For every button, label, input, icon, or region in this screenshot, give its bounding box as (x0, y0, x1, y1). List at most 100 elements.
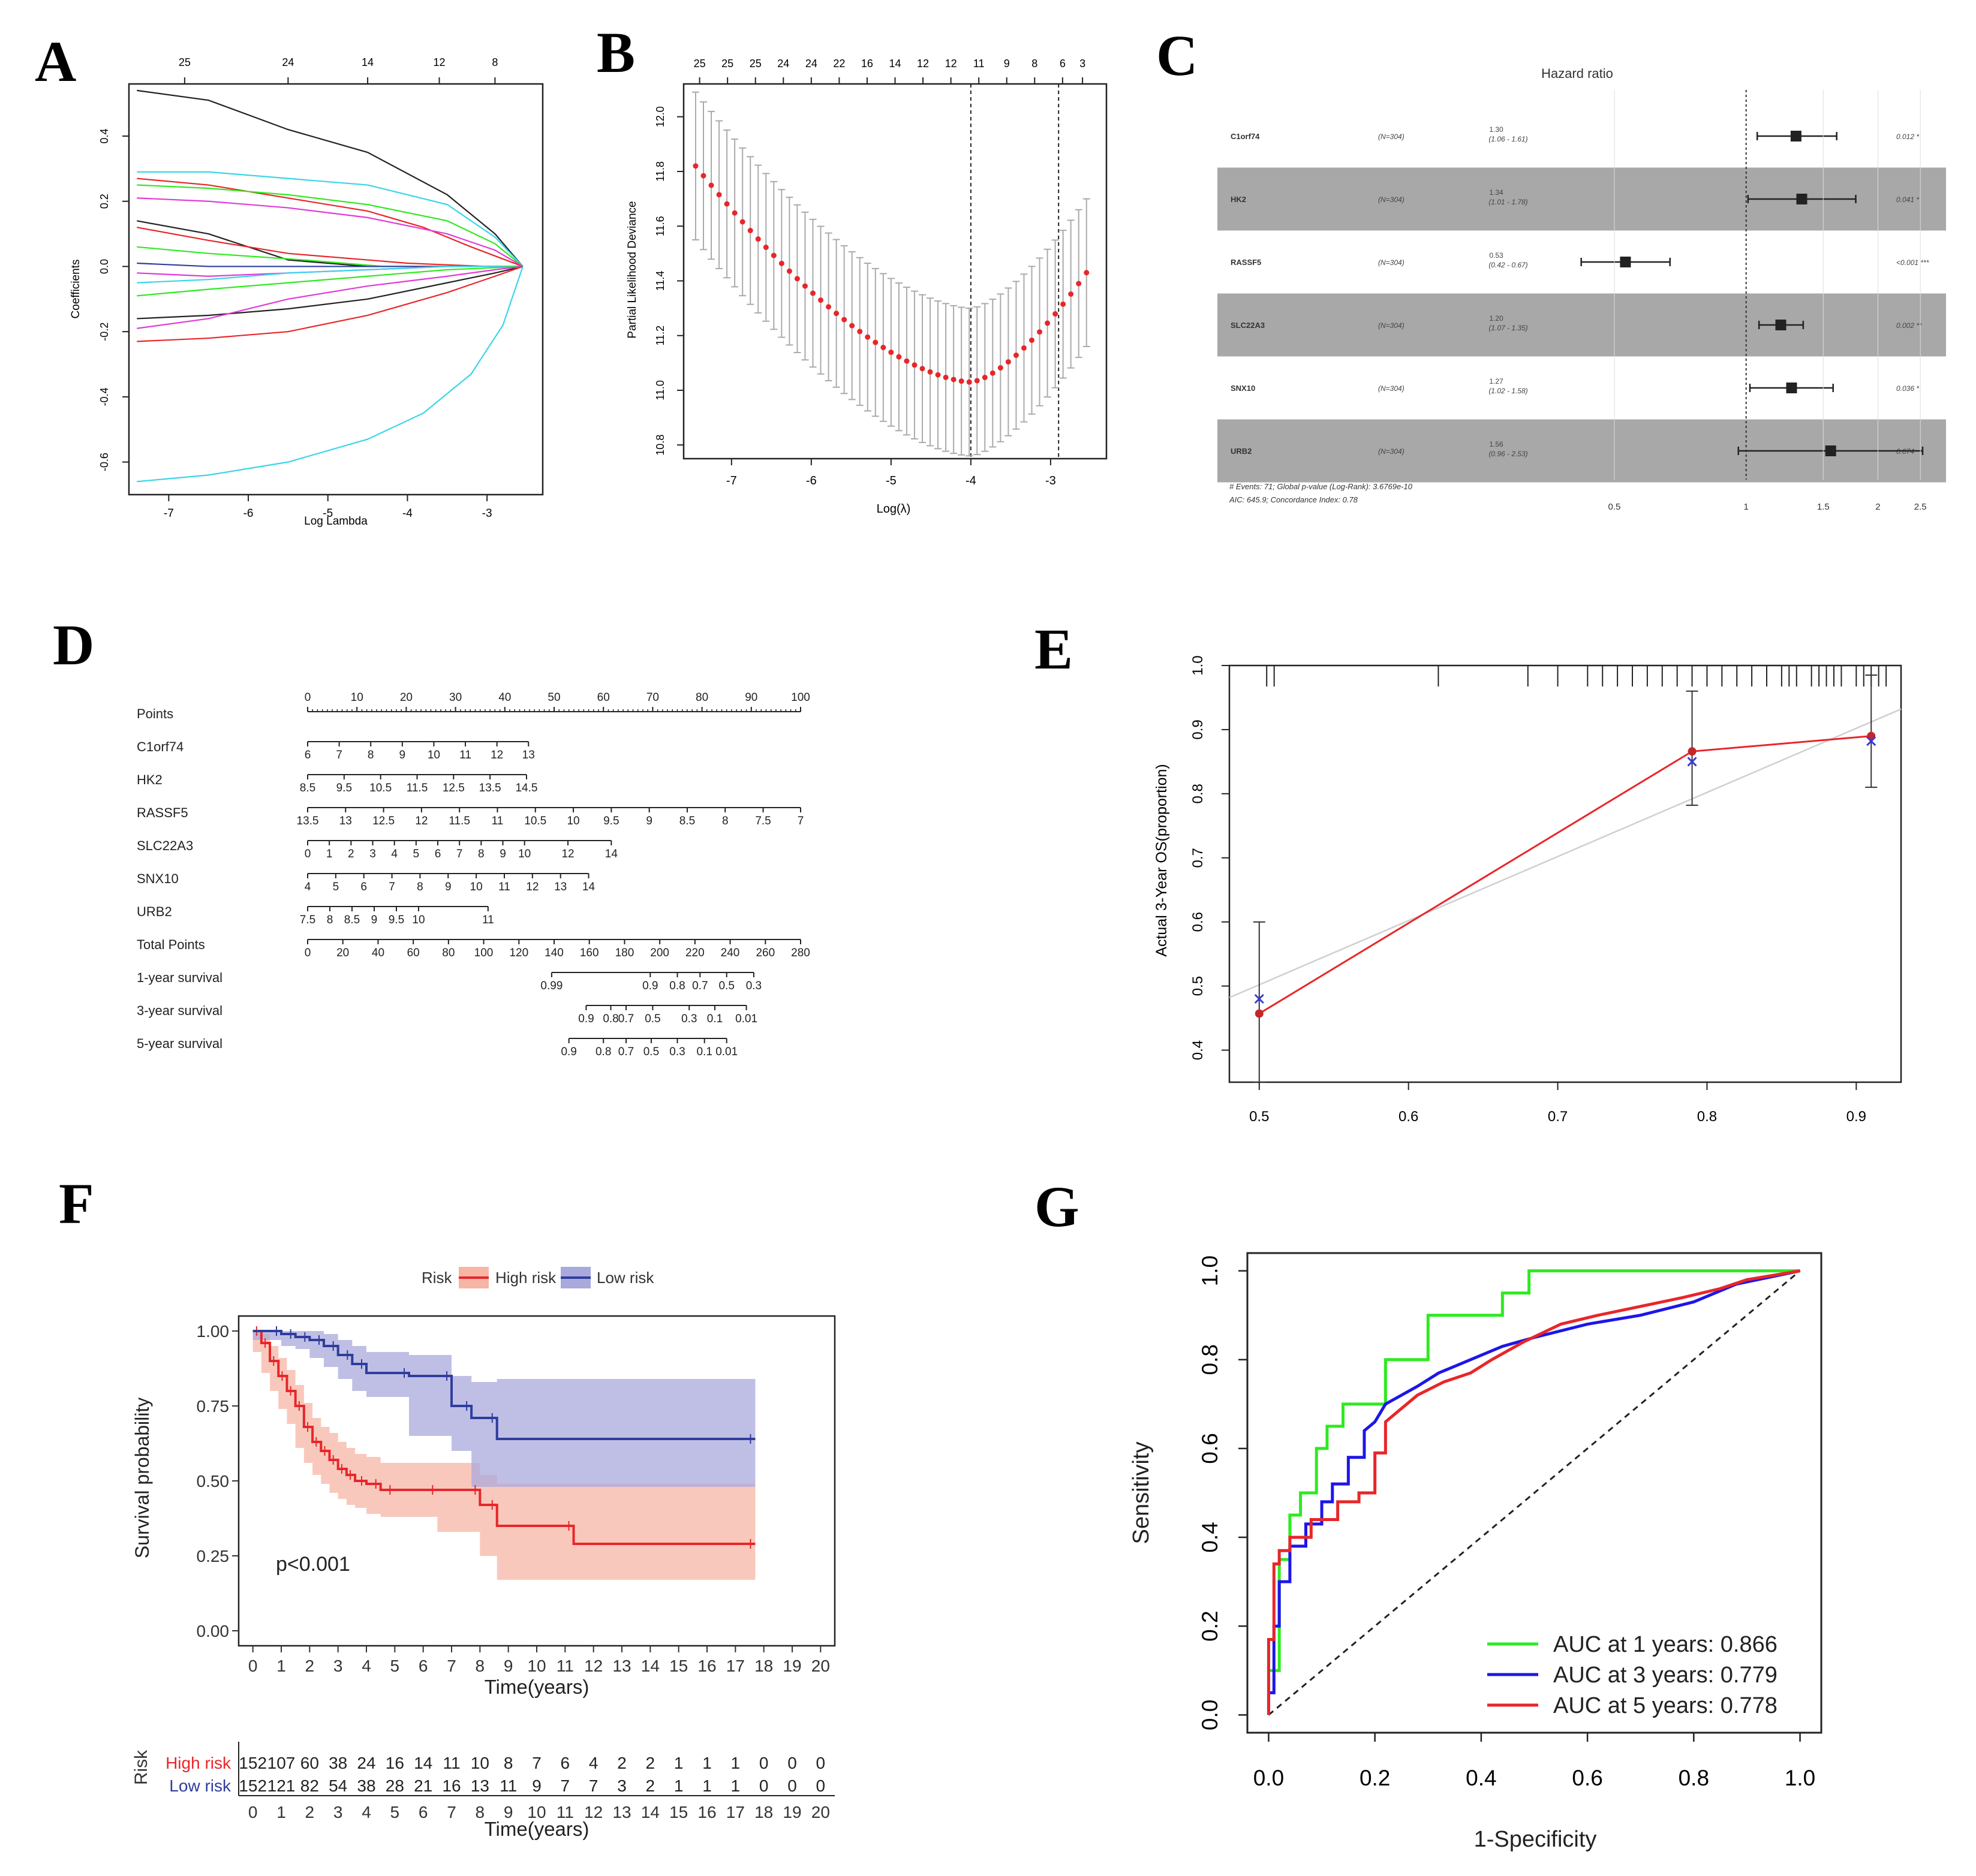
panel-d-row-label: SLC22A3 (137, 838, 193, 853)
panel-a-ytick-label: -0.2 (98, 323, 110, 341)
panel-d-tick-label: 0.8 (595, 1046, 611, 1058)
panel-d-tick-label: 13 (554, 881, 567, 893)
panel-b-top-tick-label: 8 (1031, 58, 1037, 70)
panel-d-tick-label: 5 (413, 848, 420, 860)
panel-f-xtick-label: 6 (419, 1657, 428, 1675)
panel-b-deviance-point (716, 192, 722, 198)
panel-f-risk-count: 82 (300, 1776, 319, 1795)
panel-c-gene-label: RASSF5 (1231, 258, 1261, 267)
panel-b-deviance-point (982, 375, 988, 381)
panel-f-risk-count: 107 (267, 1754, 296, 1772)
panel-d-tick-label: 80 (696, 691, 708, 704)
panel-c-hr-point (1790, 131, 1801, 141)
panel-d-tick-label: 9 (646, 815, 652, 827)
panel-f-risk-xtick-label: 7 (447, 1803, 456, 1821)
panel-f-risk-count: 2 (646, 1776, 655, 1795)
panel-b-deviance-point (724, 201, 730, 207)
panel-f-risk-xtick-label: 13 (612, 1803, 631, 1821)
panel-b-ytick-label: 12.0 (654, 106, 666, 127)
panel-b-deviance-point (708, 182, 714, 188)
panel-d-tick-label: 10 (518, 848, 531, 860)
panel-b-deviance-point (966, 379, 972, 385)
panel-b-deviance-point (1045, 320, 1051, 326)
panel-d-tick-label: 11 (492, 815, 504, 827)
panel-d-tick-label: 0.99 (540, 980, 563, 992)
panel-f-risk-xtick-label: 18 (754, 1803, 773, 1821)
panel-b-top-tick-label: 25 (750, 58, 762, 70)
panel-b-top-tick-label: 16 (861, 58, 873, 70)
panel-letter-a: A (35, 29, 76, 94)
panel-b-deviance-point (888, 350, 894, 356)
panel-f-xtick-label: 10 (527, 1657, 546, 1675)
panel-g-xtick-label: 0.4 (1466, 1766, 1496, 1790)
panel-f-risk-count: 38 (329, 1754, 347, 1772)
panel-c-p-value: 0.002 ** (1896, 321, 1922, 330)
panel-d-tick-label: 140 (545, 947, 564, 959)
panel-b-deviance-point (1084, 270, 1090, 276)
panel-a-frame (128, 83, 544, 496)
panel-g-roc-curve (1268, 1269, 1800, 1672)
panel-b-xtick-label: -6 (806, 474, 817, 487)
panel-d-tick-label: 0.7 (618, 1046, 634, 1058)
panel-g-legend-label: AUC at 3 years: 0.779 (1553, 1663, 1778, 1688)
panel-f-risk-count: 9 (532, 1776, 542, 1795)
panel-f-xtick-label: 15 (669, 1657, 688, 1675)
panel-b-deviance-point (1021, 345, 1027, 351)
panel-f-risk-xtick-label: 0 (248, 1803, 258, 1821)
panel-b-xtick-label: -3 (1045, 474, 1056, 487)
panel-f-xtick-label: 5 (390, 1657, 400, 1675)
panel-b-frame (682, 83, 1108, 460)
panel-b-xlabel: Log(λ) (877, 502, 911, 516)
panel-b-deviance-point (1060, 301, 1066, 307)
panel-a-ytick-label: -0.6 (98, 453, 110, 471)
panel-a-top-tick-label: 25 (179, 56, 191, 68)
panel-f-risk-row-label: Low risk (169, 1776, 231, 1795)
panel-d-tick-label: 7 (798, 815, 804, 827)
panel-b-ytick-label: 11.4 (654, 271, 666, 291)
panel-f-risk-count: 10 (471, 1754, 489, 1772)
panel-c-hr-point (1775, 320, 1786, 330)
panel-f-risk-count: 4 (589, 1754, 598, 1772)
panel-b-top-tick-label: 12 (917, 58, 929, 70)
panel-b-deviance-point (974, 378, 980, 384)
panel-b-ytick-label: 10.8 (654, 435, 666, 456)
panel-d-tick-label: 40 (498, 691, 511, 704)
panel-a-coef-line (137, 266, 524, 320)
panel-f-legend-high-label: High risk (495, 1269, 557, 1287)
panel-a-xlabel: Log Lambda (304, 515, 368, 528)
panel-c-title: Hazard ratio (1541, 66, 1613, 81)
panel-b-deviance-point (755, 236, 761, 242)
panel-d-tick-label: 10 (351, 691, 363, 704)
panel-b-deviance-point (732, 210, 738, 216)
panel-c-hr-point (1620, 257, 1631, 267)
panel-f-ytick-label: 0.50 (197, 1472, 230, 1490)
panel-c-gene-label: HK2 (1231, 195, 1246, 204)
panel-d-tick-label: 4 (391, 848, 398, 860)
panel-d-tick-label: 0 (305, 947, 311, 959)
panel-f-risk-count: 16 (442, 1776, 461, 1795)
panel-c-n-label: (N=304) (1378, 447, 1404, 456)
panel-d-tick-label: 9.5 (603, 815, 619, 827)
panel-c-row-band (1217, 293, 1946, 357)
panel-d-tick-label: 8.5 (344, 914, 360, 926)
panel-c-ci-value: (1.06 - 1.61) (1488, 135, 1527, 143)
panel-letter-g: G (1034, 1175, 1079, 1239)
panel-d-tick-label: 260 (756, 947, 775, 959)
panel-f-risk-count: 1 (731, 1754, 741, 1772)
panel-g-roc: 1-Specificity Sensitivity 0.0 0.0 0.2 0.2 0.… (1129, 1252, 1822, 1852)
panel-b-deviance-point (700, 173, 706, 179)
panel-c-gene-label: SLC22A3 (1231, 321, 1265, 330)
panel-f-survival-curve (252, 1330, 756, 1440)
panel-f-confidence-band (252, 1331, 756, 1487)
panel-d-tick-label: 9.5 (389, 914, 404, 926)
panel-e-observed-point (1688, 747, 1697, 756)
panel-b-deviance-point (1005, 359, 1011, 365)
panel-d-row-label: 3-year survival (137, 1003, 222, 1018)
panel-f-risk-xlabel: Time(years) (485, 1818, 590, 1840)
panel-a-top-tick-label: 14 (362, 56, 374, 68)
panel-d-tick-label: 9.5 (336, 782, 352, 794)
panel-e-ytick-label: 0.4 (1190, 1040, 1206, 1060)
panel-f-risk-count: 21 (414, 1776, 432, 1795)
panel-f-risk-xtick-label: 15 (669, 1803, 688, 1821)
